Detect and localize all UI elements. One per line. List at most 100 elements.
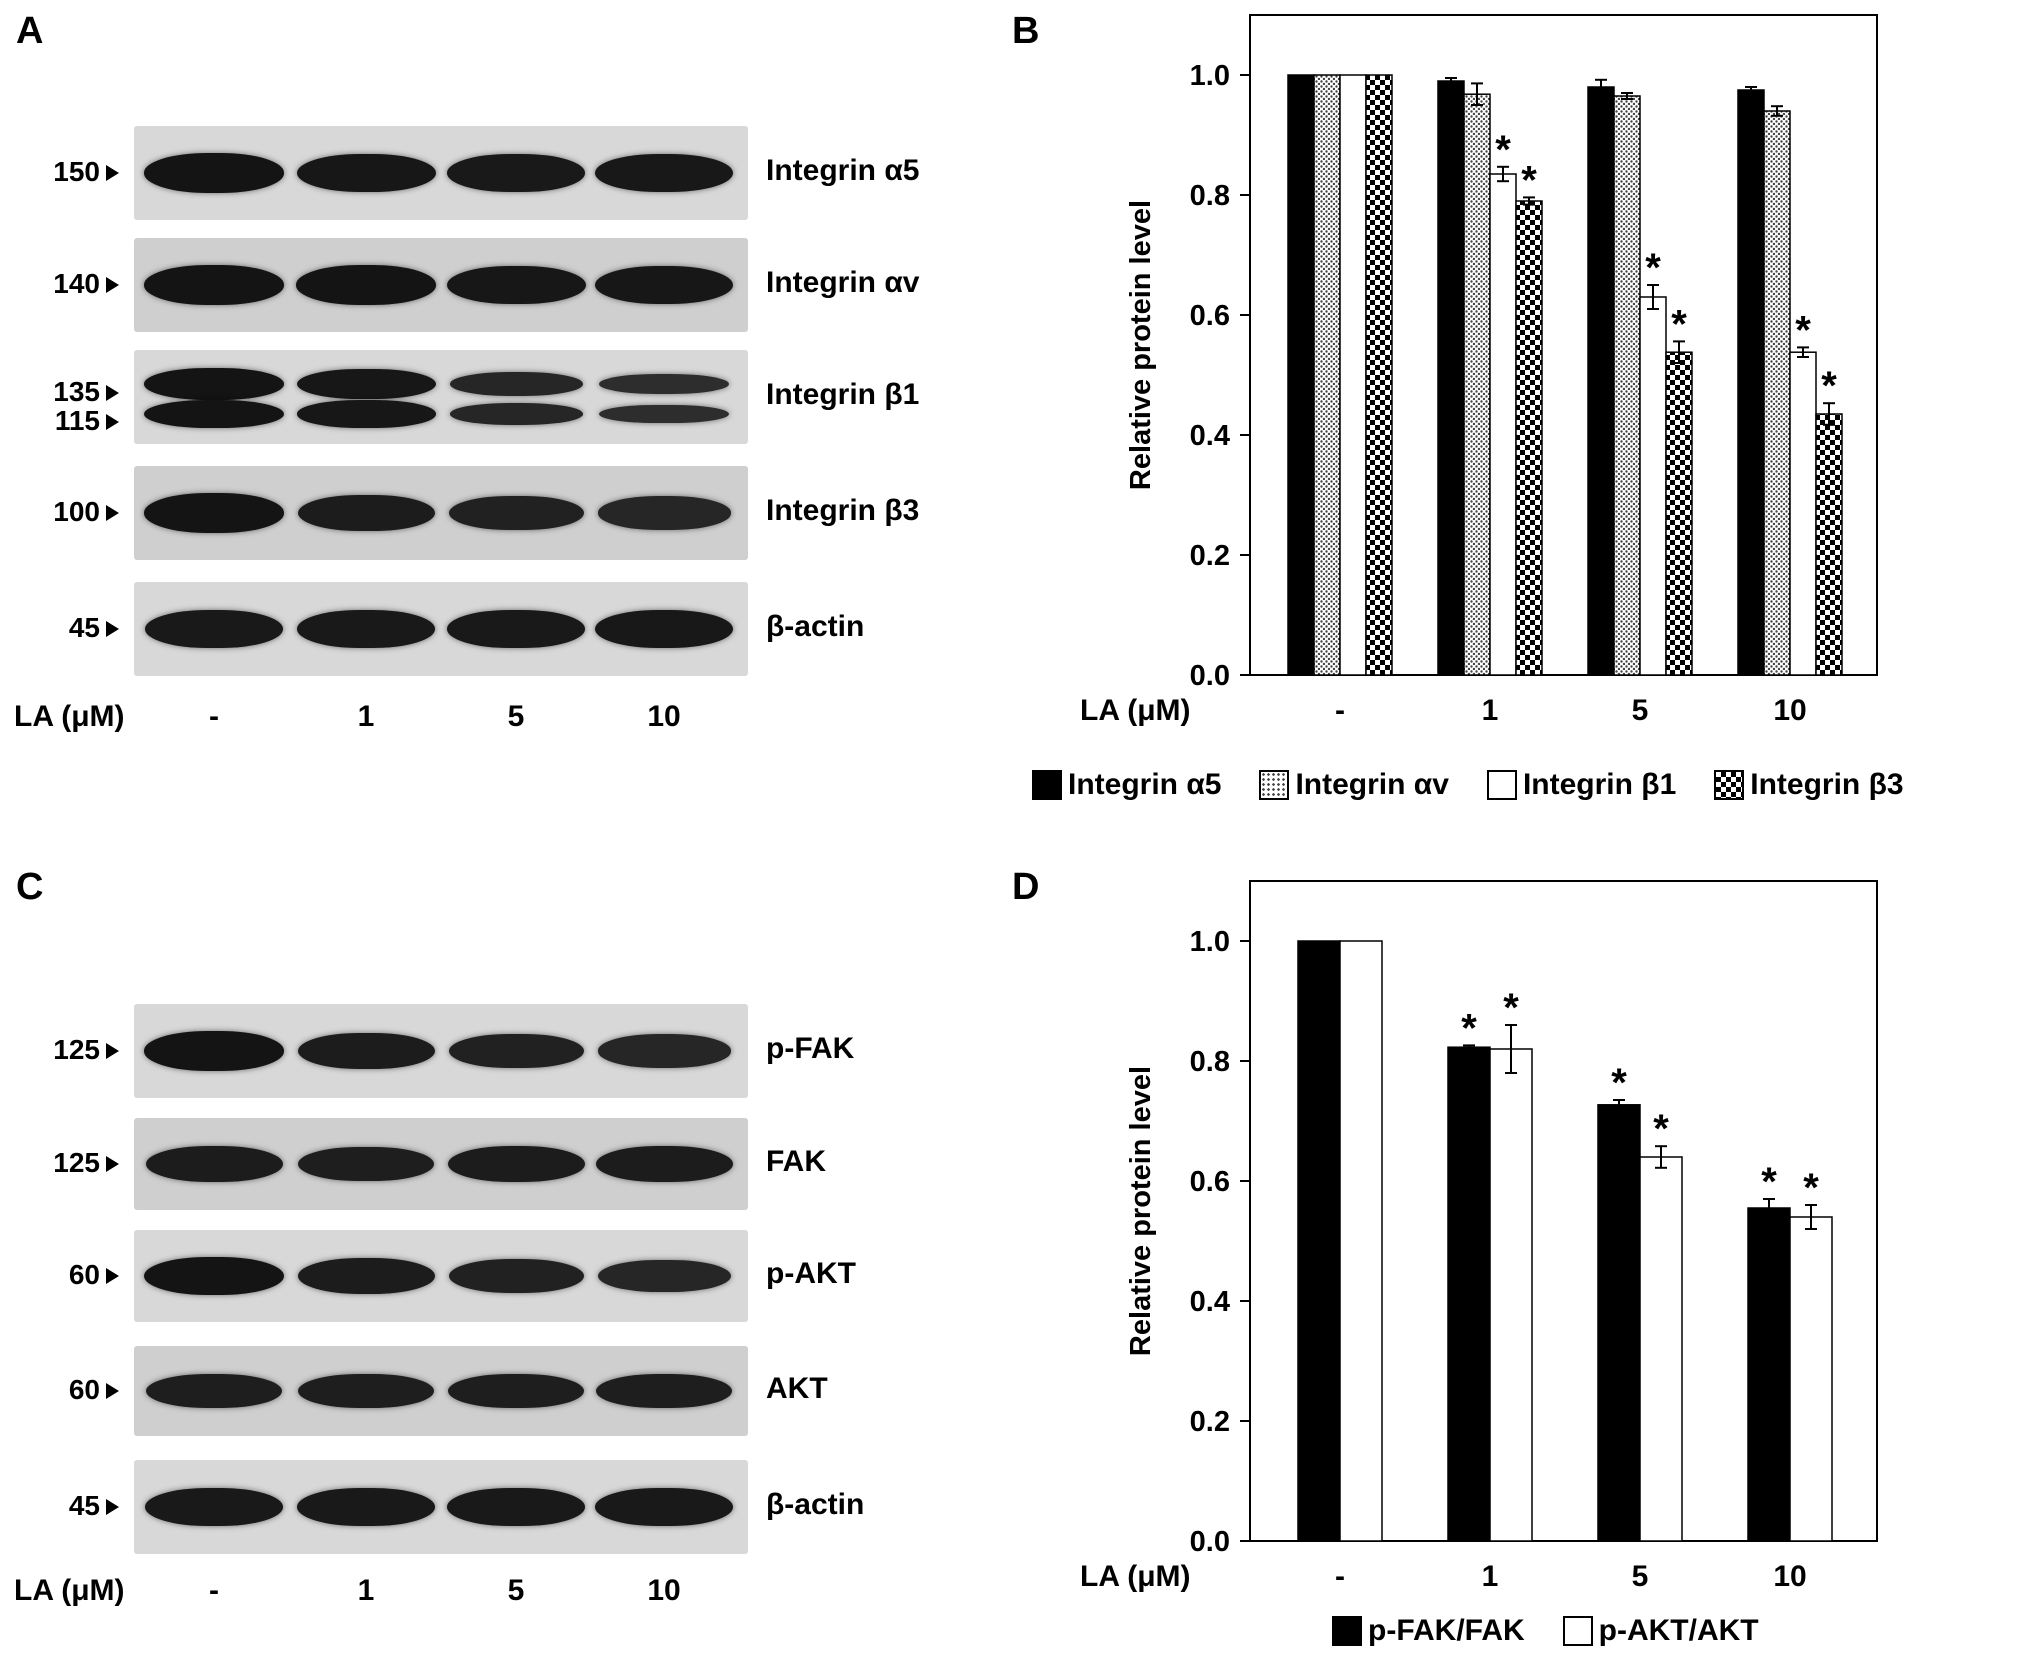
significance-asterisk: * — [1521, 158, 1537, 202]
arrowhead-icon — [106, 505, 119, 521]
lane-label: 5 — [507, 1574, 525, 1607]
protein-band — [595, 1488, 733, 1526]
blot-membrane — [134, 238, 748, 332]
molecular-weight-label: 100 — [53, 496, 100, 527]
bar — [1515, 200, 1543, 676]
y-tick-label: 0.2 — [1190, 540, 1230, 572]
x-tick-label: - — [1335, 1560, 1345, 1593]
significance-asterisk: * — [1803, 1166, 1819, 1210]
lane-label: 1 — [357, 700, 375, 733]
legend-swatch — [1332, 1616, 1362, 1646]
protein-band — [599, 404, 729, 424]
protein-band — [297, 494, 435, 532]
molecular-weight-label: 125 — [53, 1034, 100, 1065]
protein-band — [448, 1373, 584, 1409]
protein-band — [144, 368, 284, 400]
x-tick-label: 10 — [1773, 694, 1806, 727]
bar — [1339, 74, 1367, 676]
la-concentration-label: LA (μM) — [14, 1574, 125, 1607]
protein-band — [296, 153, 436, 193]
protein-band — [595, 1146, 733, 1182]
bar — [1789, 351, 1817, 676]
molecular-weight-label: 150 — [53, 156, 100, 187]
blot-membrane — [134, 126, 748, 220]
arrowhead-icon — [106, 385, 119, 402]
blot-membrane — [134, 1460, 748, 1554]
x-tick-label: 1 — [1482, 1560, 1499, 1593]
bar — [1297, 940, 1341, 1542]
protein-label: FAK — [766, 1145, 826, 1178]
arrowhead-icon — [106, 621, 119, 637]
protein-band — [145, 1488, 283, 1526]
bar — [1665, 351, 1693, 676]
legend-item: Integrin α5 — [1032, 768, 1221, 802]
protein-label: Integrin α5 — [766, 154, 920, 187]
legend-label: Integrin α5 — [1068, 768, 1222, 801]
protein-band — [448, 1033, 584, 1069]
protein-band — [449, 403, 583, 425]
legend-swatch — [1032, 770, 1062, 800]
significance-asterisk: * — [1795, 308, 1811, 352]
blot-membrane — [134, 1004, 748, 1098]
molecular-weight-label: 60 — [68, 1259, 100, 1290]
protein-band — [447, 1488, 585, 1526]
protein-label: β-actin — [766, 610, 865, 643]
protein-band — [297, 1488, 435, 1526]
plot-frame — [1249, 14, 1878, 676]
protein-band — [146, 1373, 282, 1409]
protein-band — [144, 1256, 284, 1296]
bar — [1815, 413, 1843, 676]
molecular-weight-label: 140 — [53, 268, 100, 299]
blot-membrane — [134, 582, 748, 676]
significance-asterisk: * — [1671, 302, 1687, 346]
molecular-weight-label: 125 — [53, 1147, 100, 1178]
bar — [1287, 74, 1315, 676]
x-tick-label: 1 — [1482, 694, 1499, 727]
significance-asterisk: * — [1821, 364, 1837, 408]
bar — [1789, 1216, 1833, 1542]
protein-band — [144, 1031, 284, 1071]
significance-asterisk: * — [1495, 128, 1511, 172]
lane-label: 5 — [507, 700, 525, 733]
molecular-weight-label: 45 — [68, 612, 100, 643]
arrowhead-icon — [106, 277, 119, 293]
legend-panel-b: Integrin α5 Integrin αv Integrin β1 Integri… — [1032, 768, 1942, 802]
bar — [1463, 93, 1491, 676]
bar — [1597, 1104, 1641, 1542]
y-tick-label: 0.2 — [1190, 1406, 1230, 1438]
y-axis-label: Relative protein level — [1125, 1066, 1157, 1356]
legend-label: Integrin αv — [1295, 768, 1449, 801]
protein-band — [297, 1258, 435, 1294]
protein-band — [296, 265, 436, 305]
bar — [1365, 74, 1393, 676]
x-axis-label: LA (μM) — [1080, 1560, 1191, 1593]
significance-asterisk: * — [1611, 1061, 1627, 1105]
legend-swatch — [1259, 770, 1290, 800]
bar-chart-panel-d: 0.0 0.2 0.4 0.6 0.8 1.0 Relative protein level… — [1080, 880, 1878, 1593]
x-tick-label: - — [1335, 694, 1345, 727]
protein-band — [298, 1373, 434, 1409]
legend-item: p-FAK/FAK — [1332, 1614, 1525, 1648]
protein-label: Integrin αv — [766, 266, 920, 299]
blot-membrane — [134, 350, 748, 444]
arrowhead-icon — [106, 1499, 119, 1515]
la-concentration-label: LA (μM) — [14, 700, 125, 733]
protein-label: β-actin — [766, 1488, 865, 1521]
x-tick-label: 5 — [1632, 1560, 1649, 1593]
protein-label: Integrin β3 — [766, 494, 920, 527]
protein-band — [449, 371, 583, 396]
blot-membrane — [134, 1346, 748, 1436]
x-tick-label: 5 — [1632, 694, 1649, 727]
panel-letter-a: A — [16, 10, 44, 52]
protein-band — [597, 1259, 731, 1293]
protein-band — [446, 265, 586, 305]
significance-asterisk: * — [1653, 1107, 1669, 1151]
y-tick-label: 1.0 — [1190, 60, 1230, 92]
bar-chart-panel-b: 0.0 0.2 0.4 0.6 0.8 1.0 Relative protein level… — [1080, 14, 1878, 727]
significance-asterisk: * — [1503, 986, 1519, 1030]
bar — [1339, 940, 1383, 1542]
arrowhead-icon — [106, 165, 119, 181]
protein-band — [298, 1146, 434, 1182]
legend-label: Integrin β1 — [1522, 768, 1677, 801]
protein-band — [596, 1373, 732, 1409]
